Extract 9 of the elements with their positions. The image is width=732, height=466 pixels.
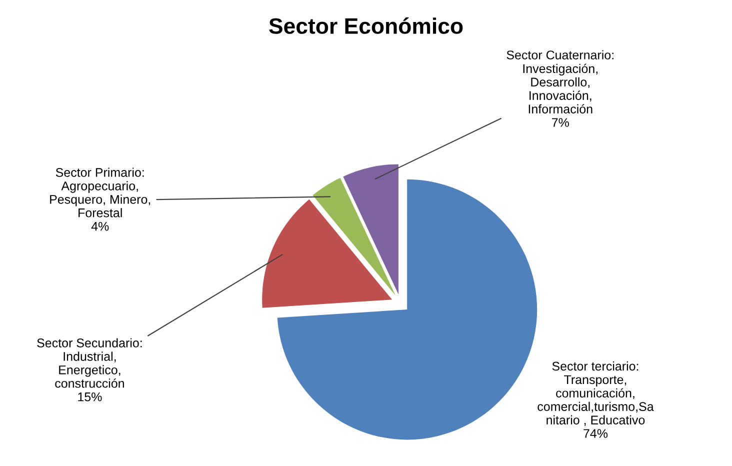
data-label: 74%	[584, 429, 608, 438]
slice-label: Sector Primario: Agropecuario, Pesquero, Minero, Forestal	[50, 168, 150, 218]
slice-label: Sector Cuaternario: Investigación, Desarrollo, Innovación, Información	[506, 50, 614, 114]
data-label: 7%	[552, 118, 569, 127]
slice-label: Sector Secundario: Industrial, Energetico, construcción	[37, 338, 142, 388]
data-label: 15%	[78, 392, 102, 402]
slice-label: Sector terciario: Transporte, comunicación, comercial,turismo,Sa nitario , Educativo	[538, 361, 654, 426]
chart-title: Sector Económico	[269, 17, 463, 34]
data-label: 4%	[91, 222, 109, 231]
